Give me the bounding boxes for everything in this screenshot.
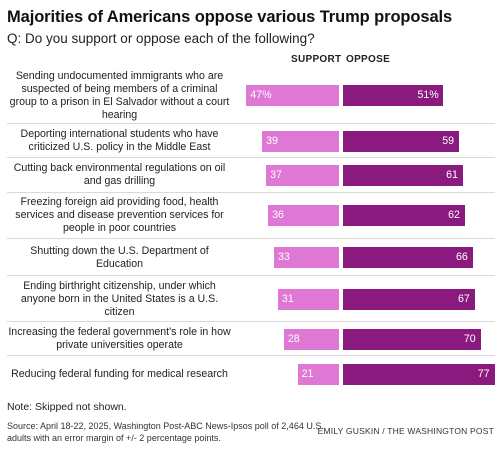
support-value-label: 21 [301,368,314,380]
oppose-value-label: 61 [446,168,458,181]
category-label: Increasing the federal government's role… [8,326,231,351]
oppose-bar [343,328,481,350]
support-bar [277,288,339,310]
oppose-bar [343,164,464,186]
oppose-value-label: 59 [442,134,455,147]
support-column-header: SUPPORT [291,54,342,65]
oppose-value-label: 77 [477,368,490,380]
oppose-bar [343,364,495,385]
oppose-bar [343,130,460,152]
support-bar [283,328,339,350]
oppose-bar [343,288,475,310]
category-label: Shutting down the U.S. Department of Edu… [30,244,209,270]
row-separator [7,157,495,158]
support-bar [246,85,339,106]
oppose-value-label: 66 [456,251,468,263]
support-bar [297,364,339,385]
support-value-label: 31 [281,292,294,305]
row-separator [7,238,495,239]
support-bar [273,247,339,268]
support-bar [266,164,339,186]
oppose-bar [343,85,444,106]
category-label: Cutting back environmental regulations o… [13,162,226,187]
support-value-label: 47% [250,89,272,101]
row-separator [7,192,495,193]
chart-source: Source: April 18-22, 2025, Washington Po… [7,421,324,443]
oppose-value-label: 70 [463,332,476,345]
chart-note: Note: Skipped not shown. [7,401,127,413]
category-label: Sending undocumented immigrants who are … [9,69,230,121]
row-separator [7,355,495,356]
oppose-value-label: 51% [417,89,439,101]
category-label: Ending birthright citizenship, under whi… [20,279,219,318]
support-bar [268,205,339,226]
category-label: Freezing foreign aid providing food, hea… [15,196,224,234]
oppose-bar [343,247,474,268]
chart-credit: EMILY GUSKIN / THE WASHINGTON POST [317,426,494,436]
oppose-value-label: 67 [457,292,470,305]
chart-title: Majorities of Americans oppose various T… [7,8,453,26]
category-label: Reducing federal funding for medical res… [11,368,228,380]
support-value-label: 33 [277,251,290,263]
oppose-value-label: 62 [448,209,460,221]
category-label: Deporting international students who hav… [20,128,219,153]
oppose-bar [343,205,466,226]
support-value-label: 36 [272,209,284,221]
row-separator [7,321,495,322]
oppose-column-header: OPPOSE [346,54,391,65]
support-bar [262,130,339,152]
support-value-label: 37 [270,168,282,181]
row-separator [7,123,495,124]
support-value-label: 28 [287,332,300,345]
row-separator [7,275,495,276]
chart-question: Q: Do you support or oppose each of the … [7,31,315,46]
support-value-label: 39 [266,134,278,147]
